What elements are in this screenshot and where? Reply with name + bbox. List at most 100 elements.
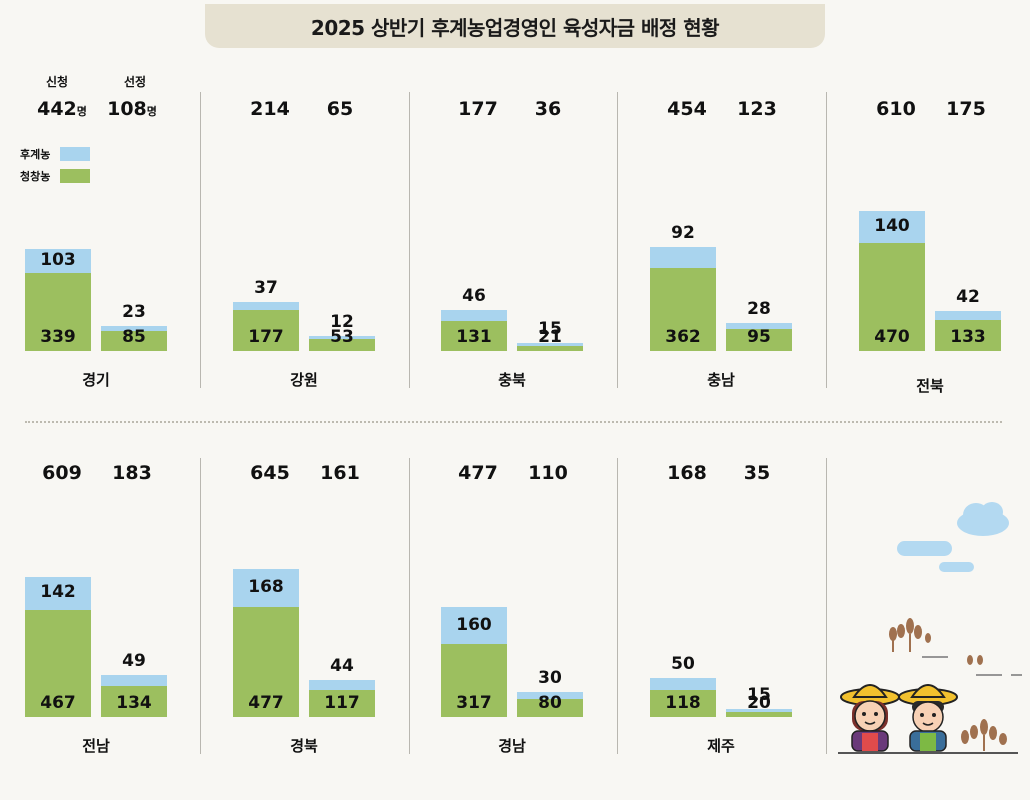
legend-item-successor: 후계농 (20, 143, 90, 165)
bar-segment-successor (441, 607, 507, 645)
data-label-successor: 49 (122, 650, 146, 671)
selected-bar-5 (101, 674, 167, 717)
bar-segment-successor (517, 342, 583, 347)
bar-segment-successor (859, 210, 925, 243)
data-label-successor: 12 (330, 312, 354, 333)
region-label: 경기 (82, 371, 110, 389)
legend-swatch-successor (60, 147, 90, 161)
applied-bar-5 (25, 576, 91, 717)
data-label-youth: 20 (747, 693, 771, 713)
bar-segment-successor (25, 576, 91, 610)
bar-segment-youth (517, 698, 583, 717)
data-label-successor: 30 (538, 667, 562, 688)
region-label: 제주 (707, 737, 735, 755)
selected-total: 183 (112, 462, 152, 484)
data-label-successor: 15 (538, 318, 562, 339)
column-divider (617, 458, 618, 754)
data-label-youth: 477 (248, 693, 284, 713)
bar-segment-youth (441, 320, 507, 351)
legend: 후계농 청창농 (20, 143, 90, 187)
data-label-successor: 92 (671, 222, 695, 243)
bar-segment-successor (101, 674, 167, 687)
applied-bar-1 (233, 301, 299, 351)
applied-total: 477 (458, 462, 498, 484)
unit-label: 명 (76, 105, 87, 118)
region-label: 전남 (82, 737, 110, 755)
selected-total: 35 (743, 462, 771, 484)
region-label: 강원 (290, 371, 318, 389)
data-label-youth: 339 (40, 327, 76, 347)
column-divider (409, 458, 410, 754)
region-label: 충남 (707, 371, 735, 389)
bar-segment-successor (309, 336, 375, 339)
chart-title: 2025 상반기 후계농업경영인 육성자금 배정 현황 (310, 15, 720, 40)
bar-segment-successor (233, 301, 299, 311)
selected-total: 65 (326, 98, 354, 120)
wheat-icon (961, 719, 1007, 751)
data-label-youth: 80 (538, 693, 562, 713)
bar-segment-youth (935, 320, 1001, 351)
title-banner: 2025 상반기 후계농업경영인 육성자금 배정 현황 (205, 4, 825, 48)
applied-total: 454 (667, 98, 707, 120)
data-label-youth: 95 (747, 327, 771, 347)
column-divider (826, 92, 827, 388)
applied-total: 645 (250, 462, 290, 484)
applied-header: 신청 (45, 75, 69, 89)
column-divider (409, 92, 410, 388)
data-label-youth: 362 (665, 327, 701, 347)
selected-total: 161 (320, 462, 360, 484)
selected-header: 선정 (123, 75, 147, 89)
bar-segment-successor (25, 249, 91, 274)
data-label-youth: 133 (950, 327, 986, 347)
bar-segment-successor (726, 708, 792, 713)
bar-segment-youth (101, 331, 167, 351)
wheat-icon (889, 618, 931, 652)
bar-segment-youth (101, 686, 167, 717)
applied-total: 442명 (37, 98, 87, 120)
bar-segment-successor (726, 322, 792, 330)
data-label-successor: 140 (874, 215, 910, 236)
data-label-youth: 117 (324, 693, 360, 713)
bar-segment-successor (517, 691, 583, 699)
bar-segment-youth (233, 607, 299, 717)
data-label-successor: 15 (747, 684, 771, 705)
bar-segment-youth (25, 273, 91, 351)
bar-segment-youth (233, 310, 299, 351)
legend-label-successor: 후계농 (20, 148, 51, 161)
data-label-youth: 470 (874, 327, 910, 347)
data-label-successor: 23 (122, 302, 146, 323)
selected-bar-0 (101, 326, 167, 351)
data-label-successor: 103 (40, 250, 76, 271)
bar-segment-successor (309, 679, 375, 691)
applied-bar-7 (441, 607, 507, 717)
region-label: 전북 (916, 377, 944, 395)
bar-segment-youth (517, 346, 583, 351)
bar-segment-successor (101, 326, 167, 332)
selected-total: 108명 (107, 98, 157, 120)
data-label-successor: 142 (40, 582, 76, 603)
bar-segment-successor (233, 568, 299, 608)
legend-item-youth: 청창농 (20, 165, 90, 187)
selected-bar-7 (517, 691, 583, 717)
bar-segment-successor (935, 310, 1001, 321)
selected-total: 36 (534, 98, 562, 120)
data-label-successor: 37 (254, 277, 278, 298)
cloud-icon (957, 502, 1009, 536)
applied-bar-4 (859, 210, 925, 351)
data-label-successor: 28 (747, 298, 771, 319)
cloud-bar-icon (939, 562, 974, 572)
selected-bar-4 (935, 310, 1001, 351)
unit-label: 명 (146, 105, 157, 118)
bar-segment-youth (309, 690, 375, 717)
selected-bar-8 (726, 708, 792, 717)
selected-bar-1 (309, 336, 375, 351)
data-label-youth: 53 (330, 327, 354, 347)
applied-total: 214 (250, 98, 290, 120)
data-label-successor: 50 (671, 654, 695, 675)
data-label-youth: 21 (538, 327, 562, 347)
selected-total: 175 (946, 98, 986, 120)
bar-segment-youth (726, 329, 792, 351)
applied-total: 168 (667, 462, 707, 484)
bar-segment-youth (726, 712, 792, 717)
applied-bar-0 (25, 249, 91, 351)
